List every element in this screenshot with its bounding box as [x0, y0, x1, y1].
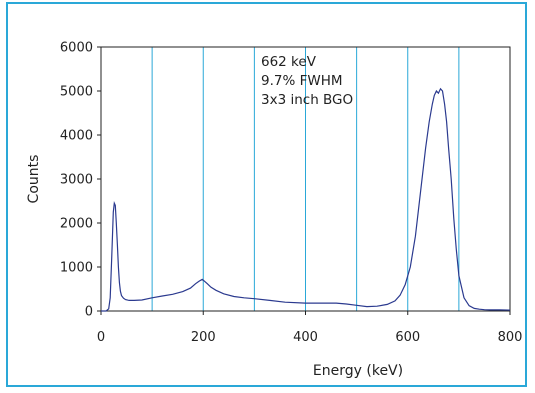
- annotation-line-1: 662 keV: [261, 54, 317, 70]
- spectrum-series-line: [101, 87, 511, 312]
- annotation-block: 662 keV 9.7% FWHM 3x3 inch BGO: [261, 54, 353, 108]
- x-tick-label: 0: [97, 330, 105, 345]
- y-tick-label: 4000: [60, 129, 93, 144]
- x-axis-title: Energy (keV): [313, 363, 403, 379]
- y-axis-title: Counts: [26, 155, 42, 204]
- annotation-line-3: 3x3 inch BGO: [261, 92, 353, 108]
- y-tick-label: 2000: [60, 217, 93, 232]
- y-tick-label: 5000: [60, 85, 93, 100]
- y-tick-label: 6000: [60, 41, 93, 56]
- x-tick-label: 800: [498, 330, 523, 345]
- chart-frame: [6, 2, 527, 387]
- x-tick-label: 400: [293, 330, 318, 345]
- y-tick-label: 1000: [60, 261, 93, 276]
- x-tick-label: 200: [191, 330, 216, 345]
- y-axis-ticks: 0 1000 2000 3000 4000 5000 6000: [60, 41, 101, 320]
- annotation-line-2: 9.7% FWHM: [261, 73, 343, 89]
- gridlines: [151, 47, 460, 311]
- x-tick-label: 600: [395, 330, 420, 345]
- y-tick-label: 0: [85, 305, 93, 320]
- y-tick-label: 3000: [60, 173, 93, 188]
- x-axis-ticks: 0 200 400 600 800: [97, 311, 523, 345]
